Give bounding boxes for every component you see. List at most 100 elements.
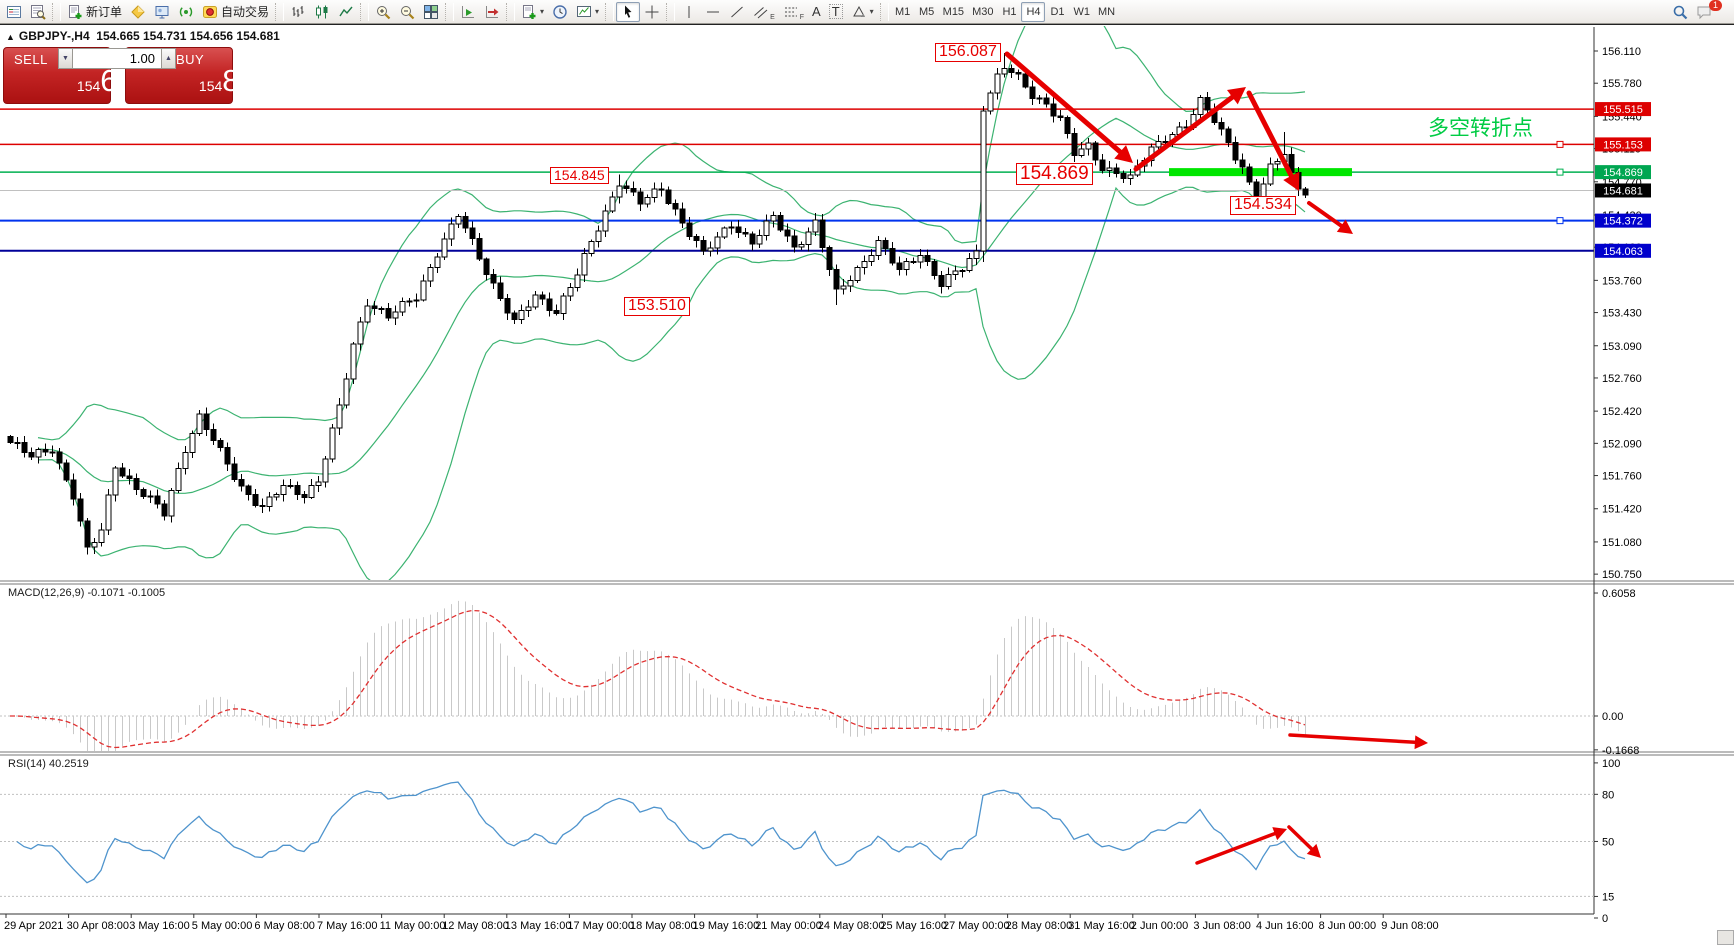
channel-letter: E <box>770 13 775 21</box>
svg-text:24 May 08:00: 24 May 08:00 <box>818 920 885 932</box>
svg-text:18 May 08:00: 18 May 08:00 <box>630 920 697 932</box>
cursor-tool-button[interactable] <box>616 1 641 22</box>
volume-increase-button[interactable]: ▲ <box>161 48 176 69</box>
search-button[interactable] <box>1668 2 1692 22</box>
timeframe-mn-button[interactable]: MN <box>1094 2 1119 22</box>
timeframe-h4-button[interactable]: H4 <box>1021 1 1046 22</box>
symbol-timeframe: GBPJPY-,H4 <box>18 29 90 43</box>
vertical-line-tool-button[interactable] <box>677 2 701 22</box>
svg-text:13 May 16:00: 13 May 16:00 <box>505 920 572 932</box>
annotation-level-154845[interactable]: 154.845 <box>550 167 609 184</box>
candles <box>7 53 1309 555</box>
ohlc-values: 154.665 154.731 154.656 154.681 <box>96 29 280 43</box>
svg-text:155.780: 155.780 <box>1602 78 1642 90</box>
toolbar-separator <box>605 2 615 21</box>
metaeditor-button[interactable] <box>126 2 150 22</box>
rsi-axis[interactable]: 100 80 50 15 0 <box>1594 758 1620 925</box>
svg-text:30 Apr 08:00: 30 Apr 08:00 <box>67 920 129 932</box>
svg-text:5 May 00:00: 5 May 00:00 <box>192 920 253 932</box>
trend-arrows[interactable] <box>1004 51 1428 865</box>
timeframe-d1-button[interactable]: D1 <box>1045 2 1069 22</box>
terminal-button[interactable] <box>150 2 174 22</box>
resize-grip[interactable] <box>1717 930 1734 945</box>
timeframe-m30-button[interactable]: M30 <box>968 2 997 22</box>
support-zone-bar[interactable] <box>1169 168 1352 177</box>
horizontal-line-tool-button[interactable] <box>701 2 725 22</box>
annotation-level-153510[interactable]: 153.510 <box>624 297 690 316</box>
data-window-button[interactable] <box>26 2 50 22</box>
text-tool-button[interactable]: T <box>825 2 847 22</box>
zoom-in-button[interactable] <box>371 2 395 22</box>
chevron-down-icon: ▾ <box>540 7 545 16</box>
toolbar-separator <box>666 2 676 21</box>
annotation-level-154869[interactable]: 154.869 <box>1016 163 1093 185</box>
svg-text:0: 0 <box>1602 913 1608 925</box>
svg-text:80: 80 <box>1602 789 1614 801</box>
macd-axis[interactable]: 0.6058 0.00 -0.1668 <box>1594 588 1639 757</box>
chart-canvas[interactable]: 156.110155.780155.440155.110154.770154.4… <box>0 25 1734 945</box>
svg-text:156.110: 156.110 <box>1602 46 1641 58</box>
candlestick-mode-button[interactable] <box>310 2 334 22</box>
svg-text:28 May 08:00: 28 May 08:00 <box>1006 920 1073 932</box>
timeframe-m5-button[interactable]: M5 <box>915 2 939 22</box>
fibo-letter: F <box>799 13 805 21</box>
trendline-tool-button[interactable] <box>725 2 749 22</box>
annotation-turning-point[interactable]: 多空转折点 <box>1428 117 1533 140</box>
svg-text:12 May 08:00: 12 May 08:00 <box>442 920 509 932</box>
channel-tool-button[interactable]: E <box>749 2 779 22</box>
annotation-peak-price[interactable]: 156.087 <box>935 43 1001 62</box>
crosshair-tool-button[interactable] <box>640 2 664 22</box>
svg-text:153.760: 153.760 <box>1602 275 1642 287</box>
collapse-triangle-icon[interactable]: ▲ <box>6 32 15 42</box>
svg-text:25 May 16:00: 25 May 16:00 <box>880 920 947 932</box>
svg-text:15: 15 <box>1602 891 1614 903</box>
notification-badge: 1 <box>1708 0 1722 11</box>
svg-text:29 Apr 2021: 29 Apr 2021 <box>4 920 63 932</box>
volume-decrease-button[interactable]: ▼ <box>58 48 73 69</box>
svg-text:150.750: 150.750 <box>1602 569 1642 581</box>
volume-input[interactable] <box>73 48 161 69</box>
new-order-button[interactable]: 新订单 <box>63 2 126 22</box>
market-watch-button[interactable] <box>2 2 26 22</box>
chevron-down-icon: ▾ <box>595 7 600 16</box>
svg-text:151.420: 151.420 <box>1602 504 1642 516</box>
new-chart-button[interactable]: ▾ <box>517 2 548 22</box>
svg-text:27 May 00:00: 27 May 00:00 <box>943 920 1010 932</box>
svg-text:11 May 00:00: 11 May 00:00 <box>380 920 446 932</box>
line-chart-mode-button[interactable] <box>334 2 358 22</box>
rsi-pane <box>0 781 1594 897</box>
chart-profile-button[interactable]: ▾ <box>572 2 603 22</box>
svg-text:31 May 16:00: 31 May 16:00 <box>1068 920 1135 932</box>
chart-shift-button[interactable] <box>480 2 504 22</box>
svg-text:7 May 16:00: 7 May 16:00 <box>317 920 378 932</box>
svg-text:100: 100 <box>1602 758 1620 770</box>
tile-windows-button[interactable] <box>419 2 443 22</box>
notifications-button[interactable]: 1 <box>1692 0 1732 22</box>
svg-text:151.760: 151.760 <box>1602 471 1642 483</box>
svg-text:3 May 16:00: 3 May 16:00 <box>129 920 190 932</box>
timeframe-m15-button[interactable]: M15 <box>939 2 968 22</box>
time-axis[interactable]: 29 Apr 2021 30 Apr 08:00 3 May 16:00 5 May … <box>4 914 1439 932</box>
fibonacci-tool-button[interactable]: F <box>779 2 808 22</box>
annotation-low-154534[interactable]: 154.534 <box>1230 196 1296 215</box>
autotrading-button[interactable]: 自动交易 <box>198 2 273 22</box>
arrows-tool-button[interactable]: A <box>808 2 825 22</box>
timeframe-m1-button[interactable]: M1 <box>891 2 915 22</box>
svg-text:153.430: 153.430 <box>1602 308 1642 320</box>
price-axis[interactable]: 156.110155.780155.440155.110154.770154.4… <box>1594 46 1651 581</box>
signals-button[interactable] <box>174 2 198 22</box>
zoom-out-button[interactable] <box>395 2 419 22</box>
period-clock-button[interactable] <box>548 2 572 22</box>
toolbar-separator <box>360 2 370 21</box>
price-lines[interactable] <box>0 108 1594 252</box>
timeframe-h1-button[interactable]: H1 <box>997 2 1021 22</box>
bar-chart-mode-button[interactable] <box>286 2 310 22</box>
timeframe-w1-button[interactable]: W1 <box>1069 2 1094 22</box>
svg-text:155.153: 155.153 <box>1603 139 1643 151</box>
svg-text:155.515: 155.515 <box>1603 104 1643 116</box>
svg-text:154.372: 154.372 <box>1603 216 1643 228</box>
pane-separators[interactable] <box>0 27 1734 915</box>
shapes-tool-button[interactable]: ▾ <box>847 2 878 22</box>
auto-scroll-button[interactable] <box>456 2 480 22</box>
